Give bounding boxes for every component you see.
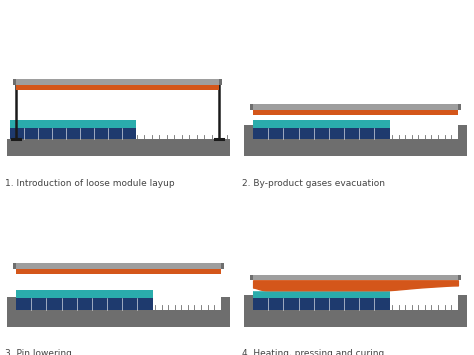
- Bar: [10, 128, 136, 139]
- Bar: [10, 120, 136, 128]
- Bar: [244, 125, 253, 139]
- Bar: [244, 139, 467, 156]
- Bar: [458, 125, 467, 139]
- Bar: [16, 269, 221, 274]
- Bar: [219, 79, 222, 85]
- Bar: [458, 275, 461, 280]
- Bar: [253, 128, 390, 139]
- Bar: [458, 104, 461, 110]
- Text: 4. Heating, pressing and curing: 4. Heating, pressing and curing: [242, 349, 384, 355]
- Bar: [221, 263, 224, 269]
- Bar: [7, 139, 230, 156]
- Bar: [253, 104, 458, 110]
- Text: 1. Introduction of loose module layup: 1. Introduction of loose module layup: [5, 179, 174, 188]
- Bar: [244, 295, 253, 310]
- Bar: [253, 120, 390, 128]
- Bar: [16, 290, 153, 298]
- Text: 3. Pin lowering: 3. Pin lowering: [5, 349, 72, 355]
- Bar: [458, 295, 467, 310]
- Bar: [253, 110, 458, 115]
- Bar: [16, 298, 153, 310]
- Bar: [251, 110, 458, 120]
- Bar: [16, 263, 221, 269]
- Bar: [250, 275, 253, 280]
- Bar: [250, 104, 253, 110]
- Bar: [7, 310, 230, 327]
- Bar: [14, 269, 221, 290]
- Bar: [13, 79, 16, 85]
- Bar: [253, 290, 390, 298]
- Bar: [221, 297, 230, 310]
- Bar: [13, 263, 16, 269]
- Bar: [253, 298, 390, 310]
- Bar: [16, 85, 219, 90]
- Bar: [7, 297, 16, 310]
- Bar: [253, 275, 458, 280]
- Bar: [244, 310, 467, 327]
- Text: 2. By-product gases evacuation: 2. By-product gases evacuation: [242, 179, 385, 188]
- Bar: [16, 79, 219, 85]
